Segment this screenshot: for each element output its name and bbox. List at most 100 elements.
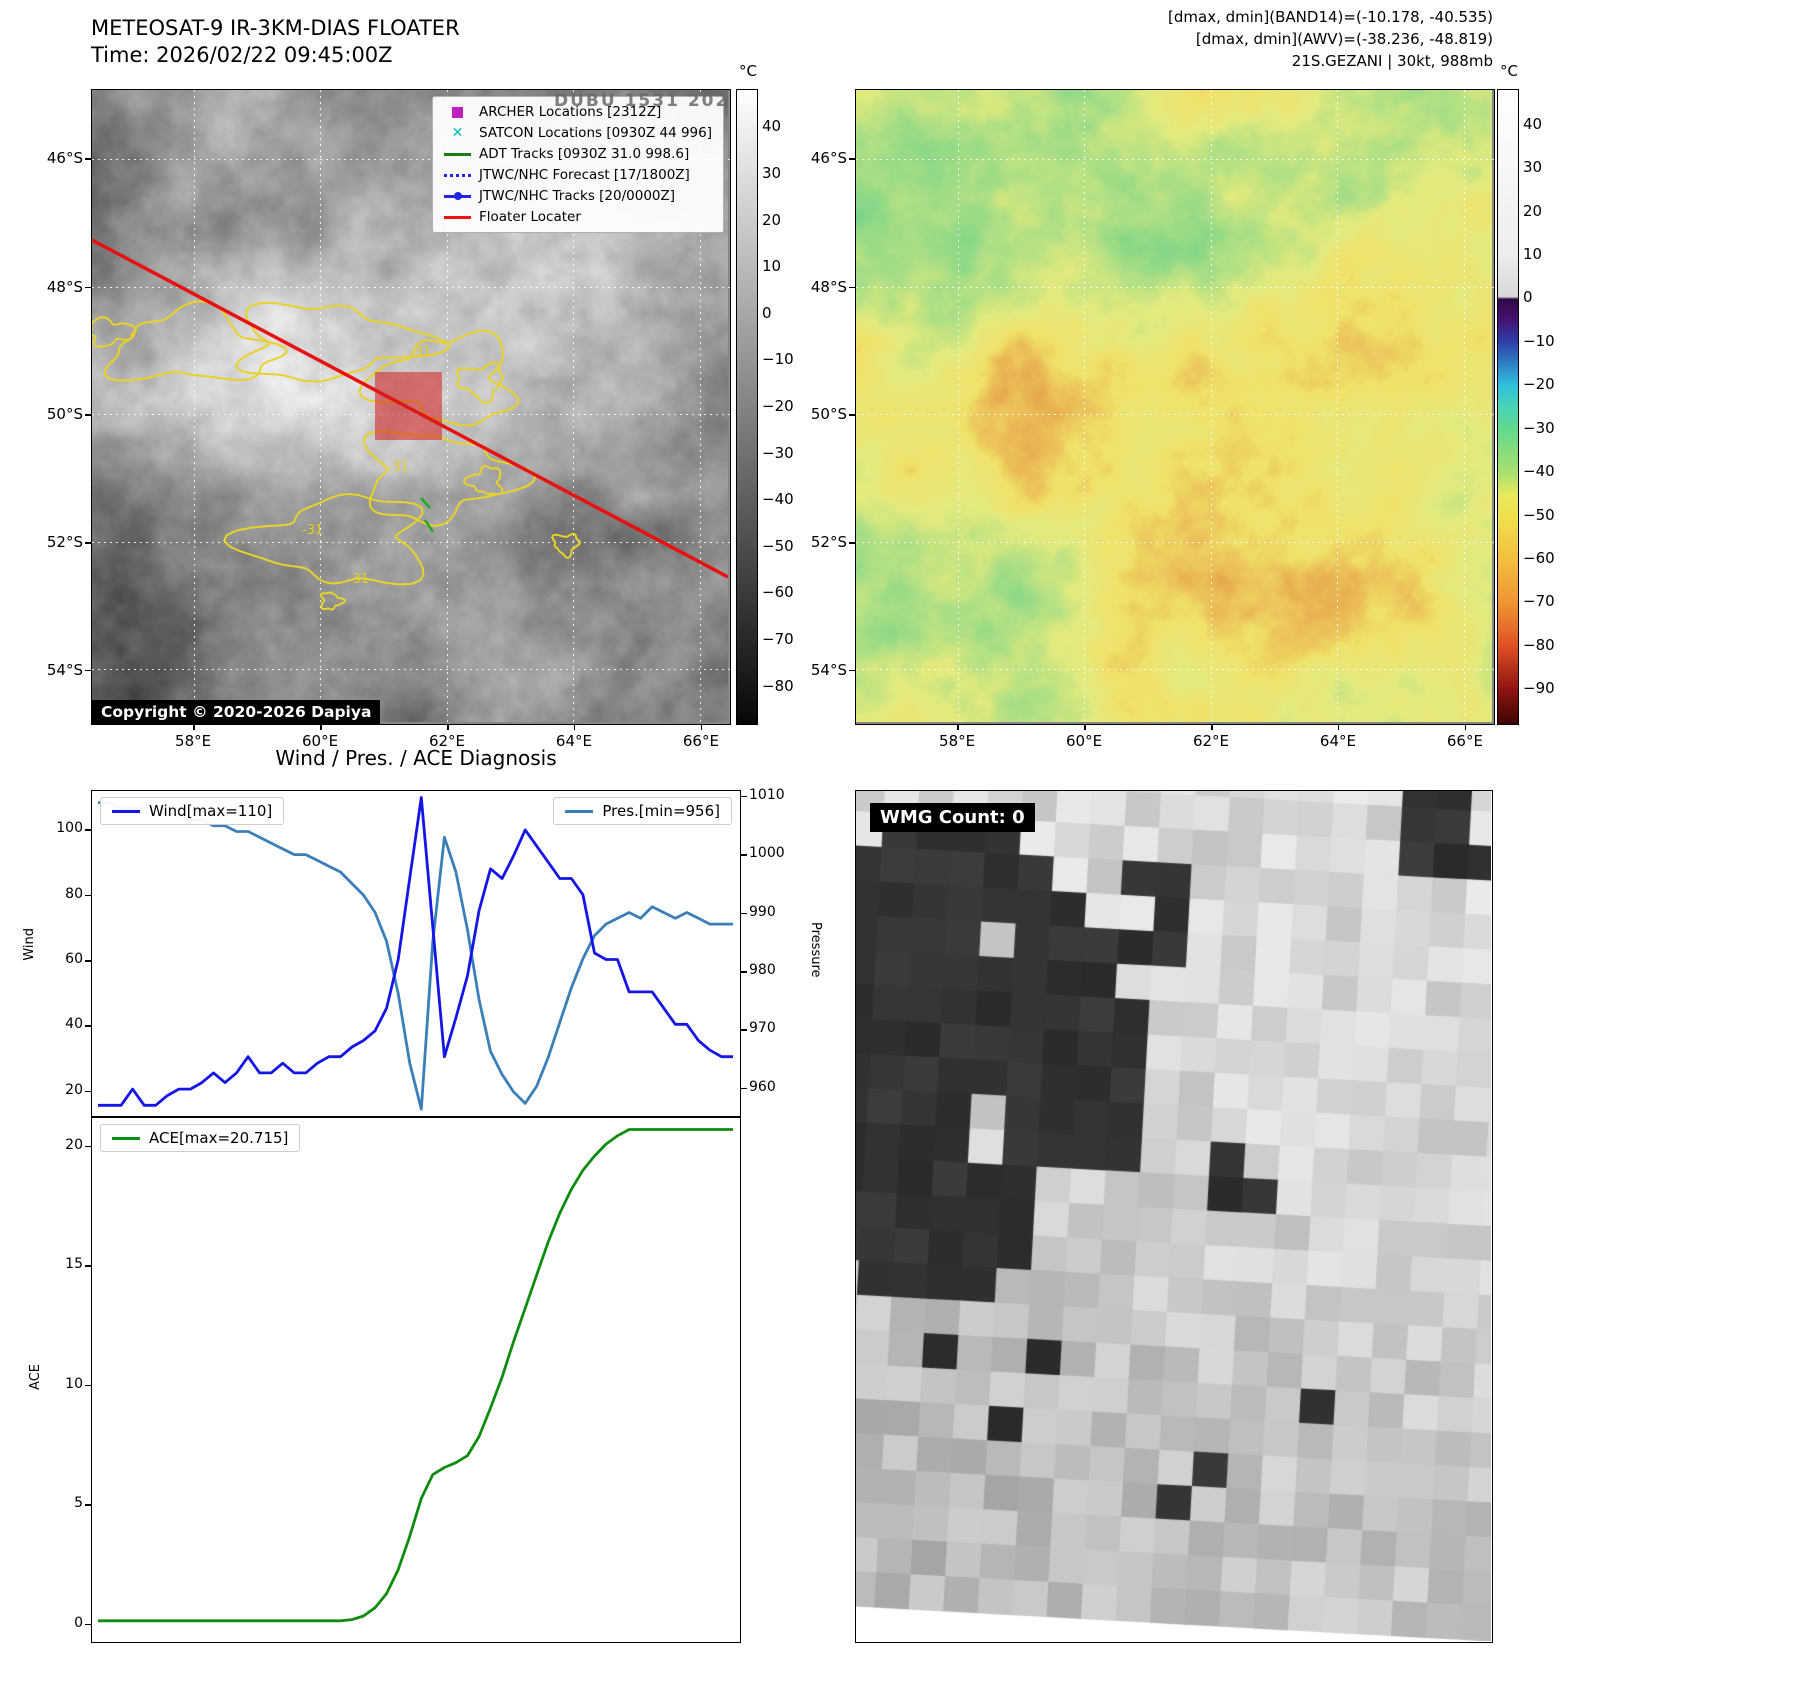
colorbar-tick-label: −60: [762, 583, 794, 602]
lat-tick-label: 52°S: [46, 533, 83, 552]
lat-tickmark: [849, 669, 855, 672]
lat-tickmark: [85, 669, 91, 672]
chart-y-tick-label: 1010: [749, 786, 785, 803]
ace-plot-svg: [98, 1128, 733, 1623]
ir-temperature-contour: [223, 493, 425, 586]
legend-item-label: JTWC/NHC Tracks [20/0000Z]: [479, 188, 676, 204]
ir-temperature-contour: [463, 465, 504, 496]
legend-item: JTWC/NHC Tracks [20/0000Z]: [444, 188, 712, 204]
wind-line-sample-icon: [112, 809, 140, 813]
colorbar-tick-label: 0: [762, 303, 772, 322]
lat-tickmark: [849, 158, 855, 160]
legend-item: Floater Locater: [444, 209, 712, 225]
ir-colorbar-unit: °C: [739, 62, 757, 80]
contour-label: -31: [388, 460, 410, 475]
chart-tickmark: [85, 960, 91, 962]
latitude-gridline: [92, 668, 730, 670]
latitude-gridline: [92, 287, 730, 289]
ace-chart: ACE[max=20.715]: [91, 1117, 741, 1643]
ir-colorbar: [736, 89, 758, 725]
lon-tickmark: [1464, 724, 1467, 730]
chart-tickmark: [741, 971, 747, 973]
lon-tick-label: 64°E: [555, 732, 592, 750]
chart-y-tick-label: 0: [74, 1614, 83, 1631]
awv-range-text: [dmax, dmin](AWV)=(-38.236, -48.819): [1195, 30, 1493, 48]
chart-tickmark: [85, 1384, 91, 1387]
lon-tickmark: [573, 724, 576, 730]
lat-tick-label: 46°S: [810, 149, 847, 168]
wind-axis-label: Wind: [22, 928, 37, 961]
awv-colorbar-unit: °C: [1500, 62, 1518, 80]
longitude-gridline: [320, 90, 322, 724]
contour-label: -31: [348, 572, 370, 587]
colorbar-tick-label: −10: [1523, 331, 1555, 350]
lon-tick-label: 58°E: [175, 732, 212, 750]
colorbar-tick-label: 0: [1523, 288, 1533, 307]
chart-tickmark: [85, 1265, 91, 1267]
lat-tickmark: [85, 542, 91, 544]
colorbar-tick-label: −80: [762, 676, 794, 695]
colorbar-tick-label: −70: [762, 630, 794, 649]
chart-y-tick-label: 20: [65, 1136, 83, 1153]
awv-satellite-map: [855, 89, 1495, 725]
chart-tickmark: [85, 894, 91, 897]
diagnosis-title: Wind / Pres. / ACE Diagnosis: [275, 746, 557, 770]
longitude-gridline: [700, 90, 702, 724]
lon-tickmark: [700, 724, 703, 730]
colorbar-tick-label: −70: [1523, 592, 1555, 611]
wmg-count-badge: WMG Count: 0: [870, 803, 1035, 832]
chart-tickmark: [741, 854, 747, 856]
colorbar-tick-label: 30: [762, 163, 782, 182]
longitude-gridline: [193, 90, 195, 724]
square-marker-icon: [444, 106, 471, 118]
colorbar-tick-label: −50: [762, 536, 794, 555]
wmg-mosaic-canvas: [856, 791, 1491, 1641]
lat-tick-label: 48°S: [810, 277, 847, 296]
data-series-line: [98, 1128, 733, 1623]
latitude-gridline: [856, 668, 1494, 670]
ace-legend: ACE[max=20.715]: [100, 1124, 301, 1152]
lon-tickmark: [1211, 724, 1213, 730]
chart-tickmark: [741, 1029, 747, 1031]
legend-item: ARCHER Locations [2312Z]: [444, 104, 712, 120]
colorbar-tick-label: −90: [1523, 679, 1555, 698]
ir-temperature-contour: [320, 591, 346, 611]
pressure-axis-label: Pressure: [808, 922, 823, 978]
legend-item-label: JTWC/NHC Forecast [17/1800Z]: [479, 167, 690, 183]
chart-y-tick-label: 970: [749, 1020, 776, 1037]
latitude-gridline: [92, 158, 730, 160]
contour-label: -31: [302, 523, 324, 538]
ir-temperature-contour: [362, 430, 537, 527]
chart-y-tick-label: 960: [749, 1078, 776, 1095]
longitude-gridline: [446, 90, 448, 724]
ir-temperature-contour: [358, 329, 520, 427]
lon-tickmark: [957, 724, 959, 730]
lat-tick-label: 54°S: [810, 660, 847, 679]
lon-tick-label: 60°E: [301, 732, 339, 750]
wind-legend: Wind[max=110]: [100, 797, 285, 825]
chart-y-tick-label: 1000: [749, 845, 785, 862]
chart-tickmark: [85, 1025, 91, 1027]
colorbar-tick-label: 10: [762, 257, 782, 276]
colorbar-tick-label: 20: [762, 210, 782, 229]
band14-range-text: [dmax, dmin](BAND14)=(-10.178, -40.535): [1168, 8, 1493, 26]
colorbar-tick-label: 40: [762, 117, 782, 136]
lon-tickmark: [193, 724, 195, 730]
lon-tick-label: 64°E: [1319, 732, 1356, 750]
legend-item-label: SATCON Locations [0930Z 44 996]: [479, 125, 712, 141]
longitude-gridline: [1337, 90, 1339, 724]
copyright-text: Copyright © 2020-2026 Dapiya: [92, 700, 381, 724]
colorbar-tick-label: −50: [1523, 505, 1555, 524]
ir-title: METEOSAT-9 IR-3KM-DIAS FLOATER: [91, 16, 460, 40]
latitude-gridline: [92, 541, 730, 543]
chart-tickmark: [85, 829, 91, 831]
lon-tick-label: 60°E: [1065, 732, 1103, 750]
legend-item-label: ADT Tracks [0930Z 31.0 998.6]: [479, 146, 690, 162]
ace-line-sample-icon: [112, 1136, 140, 1140]
chart-tickmark: [741, 912, 747, 915]
line-marker-icon: [444, 215, 471, 219]
legend-item-label: ARCHER Locations [2312Z]: [479, 104, 662, 120]
lat-tickmark: [849, 542, 855, 544]
longitude-gridline: [1084, 90, 1086, 724]
